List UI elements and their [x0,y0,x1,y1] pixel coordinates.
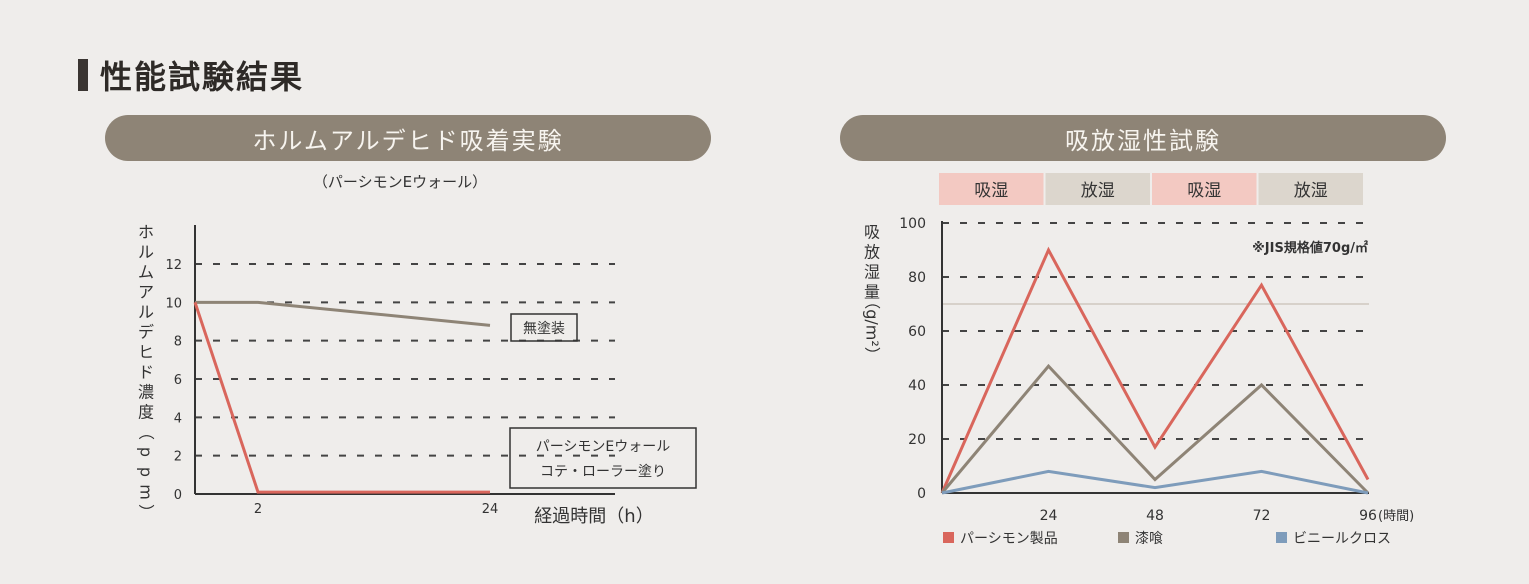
persimmon-label-box [509,427,697,489]
y-tick-label: 2 [174,450,182,465]
phase-label: 放湿 [1294,181,1328,201]
section-title-text: 性能試験結果 [100,58,305,96]
y-tick-label: 0 [917,486,926,502]
y-axis-label-char: （ [137,424,156,440]
y-axis-label-char: ド [138,363,154,382]
y-axis-label-char: ホ [138,223,154,242]
series-line-uncoated [195,300,491,327]
uncoated-label-box [510,313,578,342]
x-axis-label: 経過時間（h） [534,506,653,527]
legend-label: ビニールクロス [1293,531,1391,547]
series-line-persimmon [193,301,490,494]
legend-label: パーシモン製品 [960,531,1058,547]
x-tick-label: 2 [254,502,262,517]
formaldehyde-panel-title: ホルムアルデヒド吸着実験 [105,115,711,161]
y-tick-label: 8 [174,335,182,350]
y-axis-label-char: ル [138,243,154,262]
y-tick-label: 20 [908,432,926,448]
reference-label: ※JIS規格値70g/㎡ [1252,240,1368,256]
y-tick-label: 4 [174,411,182,426]
y-axis-label-unit: （g/m²） [863,293,882,363]
section-title: 性能試験結果 [78,52,304,98]
legend-swatch [1118,532,1129,543]
phase-band [1152,173,1257,205]
x-tick-label: 72 [1253,508,1271,524]
phase-label: 放湿 [1081,181,1115,201]
y-axis-label-char: 量 [864,283,880,302]
y-axis-label-char: ア [138,283,154,302]
y-tick-label: 40 [908,378,926,394]
series-line-1 [940,363,1370,495]
y-axis-label-char: m [137,484,156,500]
humidity-panel-title: 吸放湿性試験 [840,115,1446,161]
y-axis-label-char: p [137,447,156,457]
persimmon-label-line1: パーシモンEウォール [536,439,671,455]
y-tick-label: 0 [174,488,182,503]
y-axis-label-char: ム [138,263,154,282]
y-axis-label-char: 度 [138,403,154,422]
y-axis-label-char: 吸 [864,223,880,242]
y-axis-label-char: 放 [864,243,880,262]
y-axis-label-char: ル [138,303,154,322]
phase-band [939,173,1044,205]
legend-swatch [1276,532,1287,543]
x-tick-label: 48 [1146,508,1164,524]
y-axis-label-char: p [137,467,156,477]
chart-subtitle: （パーシモンEウォール） [313,173,487,191]
y-axis-label-char: デ [138,323,154,342]
y-axis-label-char: ） [137,504,156,520]
y-tick-label: 80 [908,270,926,286]
phase-band [1258,173,1363,205]
phase-label: 吸湿 [1187,181,1221,201]
persimmon-label-line2: コテ・ローラー塗り [540,463,666,480]
phase-band [1045,173,1150,205]
x-tick-label: 24 [482,502,499,517]
y-tick-label: 60 [908,324,926,340]
series-line-0 [940,246,1370,494]
uncoated-label: 無塗装 [523,320,565,337]
y-tick-label: 100 [899,216,926,232]
y-tick-label: 6 [174,373,182,388]
phase-label: 吸湿 [974,181,1008,201]
title-bar-icon [78,59,88,91]
y-tick-label: 12 [165,258,182,273]
series-line-2 [941,469,1369,495]
legend-label: 漆喰 [1135,531,1163,547]
y-axis-label-char: ヒ [138,343,154,362]
x-tick-label: 96 [1359,508,1377,524]
y-tick-label: 10 [165,296,182,311]
legend-swatch [943,532,954,543]
y-axis-label-char: 濃 [138,383,154,402]
x-axis-label: (時間) [1378,509,1414,524]
y-axis-label-char: 湿 [864,263,880,282]
x-tick-label: 24 [1040,508,1058,524]
